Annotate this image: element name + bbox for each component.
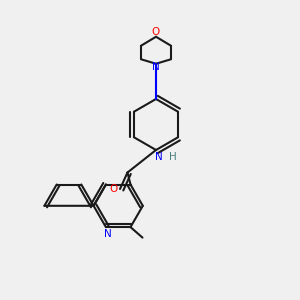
Text: H: H (169, 152, 176, 162)
Text: N: N (155, 152, 163, 162)
Text: N: N (103, 229, 111, 239)
Text: N: N (152, 62, 160, 72)
Text: O: O (109, 184, 118, 194)
Text: O: O (152, 27, 160, 37)
